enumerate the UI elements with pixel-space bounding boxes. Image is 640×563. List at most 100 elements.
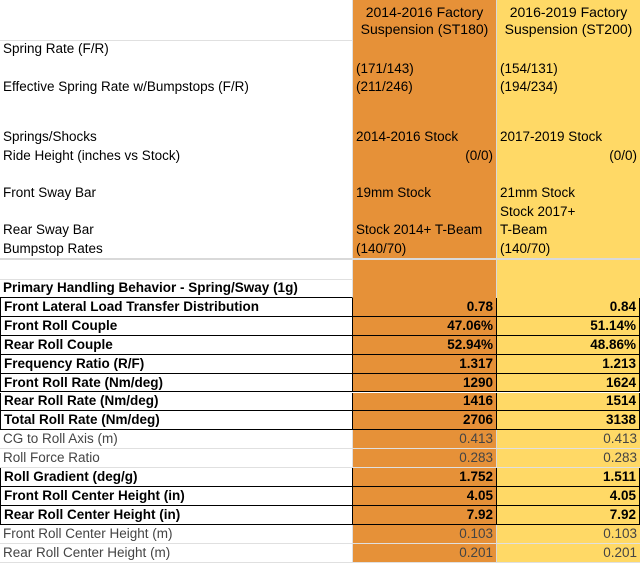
section-title-cell[interactable]: Primary Handling Behavior - Spring/Sway … — [0, 280, 353, 298]
col1-cell[interactable]: (171/143) — [353, 40, 497, 78]
metric-value-col2: 0.413 — [603, 431, 637, 447]
metric-value-col2-cell[interactable]: 1.213 — [497, 354, 640, 374]
metric-label-cell[interactable]: Front Lateral Load Transfer Distribution — [0, 298, 353, 317]
metric-value-col2: 0.201 — [603, 544, 637, 560]
metric-value-col1-cell[interactable]: 7.92 — [353, 505, 497, 525]
col2-cell[interactable]: Stock 2017+ T-Beam — [497, 202, 640, 239]
metric-value-col2-cell[interactable]: 1624 — [497, 373, 640, 393]
divider-cell — [353, 258, 497, 260]
metric-value-col2-cell[interactable]: 48.86% — [497, 335, 640, 355]
metric-value-col2-cell[interactable]: 0.103 — [497, 524, 640, 544]
metric-value-col1-cell[interactable]: 1290 — [353, 373, 497, 393]
metric-value-col2-cell[interactable]: 4.05 — [497, 487, 640, 506]
header-cell-label[interactable] — [0, 0, 353, 40]
col2-cell[interactable]: (140/70) — [497, 239, 640, 258]
table-row: Springs/Shocks 2014-2016 Stock 2017-2019… — [0, 96, 640, 146]
metric-value-col1: 0.103 — [459, 525, 493, 541]
metric-label: CG to Roll Axis (m) — [3, 431, 118, 447]
row-label-cell[interactable]: Bumpstop Rates — [0, 239, 353, 258]
col2-cell[interactable]: (0/0) — [497, 146, 640, 165]
metric-label-cell[interactable]: Front Roll Couple — [0, 316, 353, 336]
header-row: 2014-2016 Factory Suspension (ST180) 201… — [0, 0, 640, 41]
metric-value-col2-cell[interactable]: 1.511 — [497, 468, 640, 487]
metric-value-col2-cell[interactable]: 7.92 — [497, 505, 640, 525]
metric-label-cell[interactable]: Rear Roll Center Height (in) — [0, 505, 353, 525]
metric-label-cell[interactable]: Rear Roll Couple — [0, 335, 353, 355]
table-row: Spring Rate (F/R) (171/143) (154/131) — [0, 40, 640, 78]
row-label-cell[interactable]: Ride Height (inches vs Stock) — [0, 146, 353, 165]
col2-cell[interactable]: (194/234) — [497, 78, 640, 96]
col1-cell[interactable]: 19mm Stock — [353, 165, 497, 202]
blank-cell[interactable] — [0, 260, 353, 280]
col1-cell[interactable]: (211/246) — [353, 78, 497, 96]
col1-cell[interactable]: (140/70) — [353, 239, 497, 258]
metric-value-col2-cell[interactable]: 0.201 — [497, 543, 640, 563]
metric-value-col2: 7.92 — [609, 506, 636, 522]
metric-value-col2-cell[interactable]: 0.283 — [497, 449, 640, 469]
metric-value-col1-cell[interactable]: 0.413 — [353, 430, 497, 450]
header-cell-col1[interactable]: 2014-2016 Factory Suspension (ST180) — [353, 0, 497, 40]
row-label-cell[interactable]: Front Sway Bar — [0, 165, 353, 202]
blank-cell[interactable] — [353, 260, 497, 280]
row-label-cell[interactable]: Spring Rate (F/R) — [0, 40, 353, 78]
metric-row: Rear Roll Center Height (m) 0.201 0.201 — [0, 543, 640, 563]
metric-row: Front Roll Center Height (m) 0.103 0.103 — [0, 524, 640, 544]
blank-cell[interactable] — [497, 260, 640, 280]
metric-row: Rear Roll Rate (Nm/deg) 1416 1514 — [0, 392, 640, 412]
col1-cell[interactable]: Stock 2014+ T-Beam — [353, 202, 497, 239]
metric-value-col2: 3138 — [605, 412, 636, 428]
metric-label: Front Lateral Load Transfer Distribution — [4, 298, 260, 314]
metric-value-col1-cell[interactable]: 52.94% — [353, 335, 497, 355]
metric-value-col1-cell[interactable]: 0.201 — [353, 543, 497, 563]
metric-value-col1-cell[interactable]: 0.78 — [353, 298, 497, 317]
metric-row: Frequency Ratio (R/F) 1.317 1.213 — [0, 354, 640, 374]
metric-label-cell[interactable]: Roll Gradient (deg/g) — [0, 468, 353, 487]
metric-label-cell[interactable]: Total Roll Rate (Nm/deg) — [0, 411, 353, 431]
metric-value-col2-cell[interactable]: 0.84 — [497, 298, 640, 317]
metric-label-cell[interactable]: CG to Roll Axis (m) — [0, 430, 353, 450]
row-label-cell[interactable]: Effective Spring Rate w/Bumpstops (F/R) — [0, 78, 353, 96]
metric-value-col1-cell[interactable]: 0.283 — [353, 449, 497, 469]
col1-cell[interactable]: 2014-2016 Stock — [353, 96, 497, 146]
col2-cell[interactable] — [497, 280, 640, 298]
metric-label-cell[interactable]: Rear Roll Center Height (m) — [0, 543, 353, 563]
metric-label-cell[interactable]: Frequency Ratio (R/F) — [0, 354, 353, 374]
metric-label-cell[interactable]: Front Roll Rate (Nm/deg) — [0, 373, 353, 393]
col1-value: (140/70) — [356, 241, 407, 256]
metric-value-col1: 4.05 — [466, 487, 493, 503]
metric-value-col2-cell[interactable]: 1514 — [497, 392, 640, 412]
col2-cell[interactable]: 2017-2019 Stock — [497, 96, 640, 146]
divider-cell — [0, 258, 353, 260]
metric-label-cell[interactable]: Front Roll Center Height (in) — [0, 487, 353, 506]
metric-value-col2: 1624 — [605, 374, 636, 390]
col1-cell[interactable]: (0/0) — [353, 146, 497, 165]
row-label: Spring Rate (F/R) — [3, 41, 109, 56]
row-label-cell[interactable]: Rear Sway Bar — [0, 202, 353, 239]
metric-value-col2-cell[interactable]: 0.413 — [497, 430, 640, 450]
metric-value-col2: 1.213 — [602, 355, 636, 371]
metric-value-col2-cell[interactable]: 51.14% — [497, 316, 640, 336]
col1-cell[interactable] — [353, 280, 497, 298]
metric-label-cell[interactable]: Rear Roll Rate (Nm/deg) — [0, 392, 353, 412]
metric-value-col1-cell[interactable]: 1416 — [353, 392, 497, 412]
row-label-cell[interactable]: Springs/Shocks — [0, 96, 353, 146]
metric-value-col1-cell[interactable]: 0.103 — [353, 524, 497, 544]
metric-value-col1-cell[interactable]: 1.317 — [353, 354, 497, 374]
metric-value-col1-cell[interactable]: 2706 — [353, 411, 497, 431]
blank-row — [0, 260, 640, 280]
header-cell-col2[interactable]: 2016-2019 Factory Suspension (ST200) — [497, 0, 640, 40]
row-label: Rear Sway Bar — [3, 222, 94, 237]
col2-value: (154/131) — [500, 61, 558, 76]
col1-value: (211/246) — [356, 79, 413, 94]
metric-value-col2-cell[interactable]: 3138 — [497, 411, 640, 431]
metric-row: Roll Force Ratio 0.283 0.283 — [0, 449, 640, 469]
metric-value-col1-cell[interactable]: 1.752 — [353, 468, 497, 487]
col2-value-line2: T-Beam — [500, 222, 548, 237]
col2-cell[interactable]: (154/131) — [497, 40, 640, 78]
metric-label-cell[interactable]: Front Roll Center Height (m) — [0, 524, 353, 544]
col2-cell[interactable]: 21mm Stock — [497, 165, 640, 202]
metric-label-cell[interactable]: Roll Force Ratio — [0, 449, 353, 469]
metric-value-col1-cell[interactable]: 47.06% — [353, 316, 497, 336]
metric-value-col1-cell[interactable]: 4.05 — [353, 487, 497, 506]
table-row: Effective Spring Rate w/Bumpstops (F/R) … — [0, 78, 640, 96]
